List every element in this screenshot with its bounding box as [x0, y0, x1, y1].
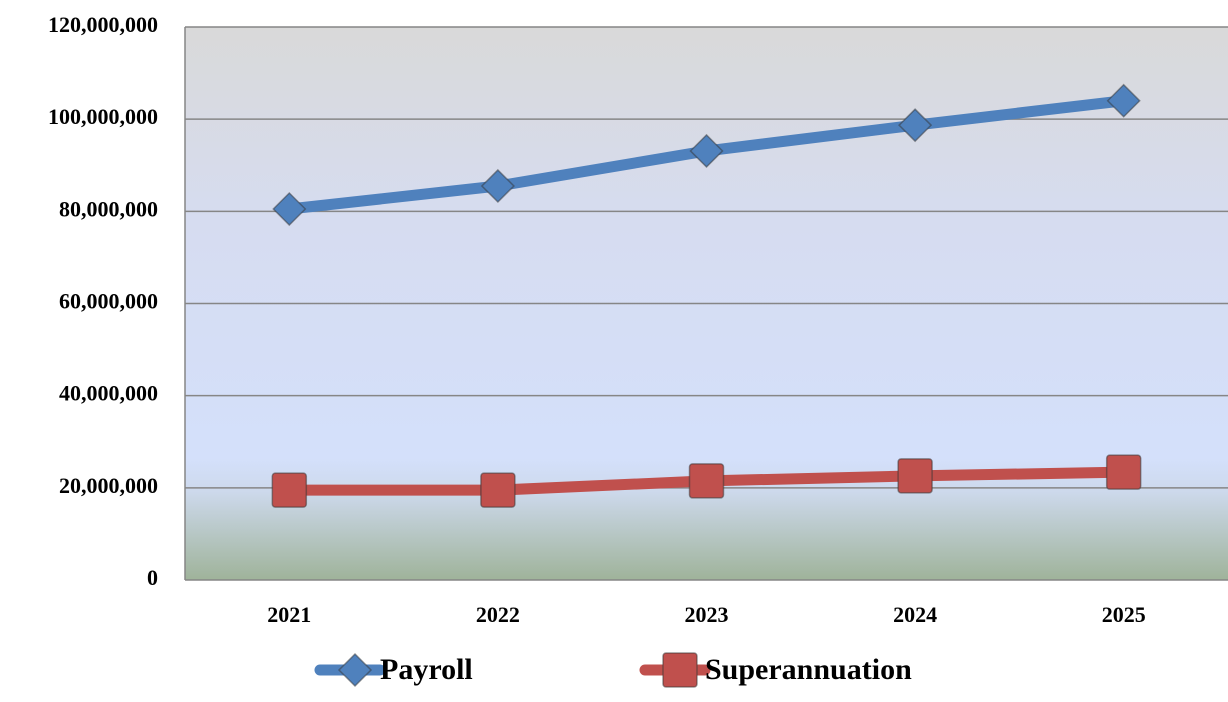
diamond-marker [689, 133, 724, 169]
square-marker [271, 472, 308, 508]
square-marker [688, 463, 725, 499]
y-tick-label: 100,000,000 [48, 104, 158, 129]
y-tick-label: 0 [147, 565, 158, 590]
diamond-marker [1106, 83, 1141, 118]
diamond-marker [898, 108, 933, 143]
diamond-marker [480, 168, 515, 204]
square-marker [897, 458, 933, 494]
y-tick-label: 20,000,000 [59, 473, 158, 498]
y-tick-label: 120,000,000 [48, 12, 158, 37]
diamond-marker [337, 652, 373, 688]
legend-label: Superannuation [705, 653, 912, 686]
y-tick-label: 80,000,000 [59, 196, 158, 221]
y-tick-label: 40,000,000 [59, 381, 158, 406]
diamond-marker [272, 191, 307, 227]
legend-label: Payroll [380, 653, 473, 686]
x-tick-label: 2025 [1102, 602, 1146, 627]
x-tick-label: 2022 [476, 602, 520, 627]
x-tick-label: 2023 [685, 602, 729, 627]
square-marker [480, 472, 516, 508]
y-tick-label: 60,000,000 [59, 289, 158, 314]
square-marker [662, 652, 698, 688]
x-tick-label: 2021 [267, 602, 311, 627]
square-marker [1105, 454, 1142, 490]
x-tick-label: 2024 [893, 602, 937, 627]
